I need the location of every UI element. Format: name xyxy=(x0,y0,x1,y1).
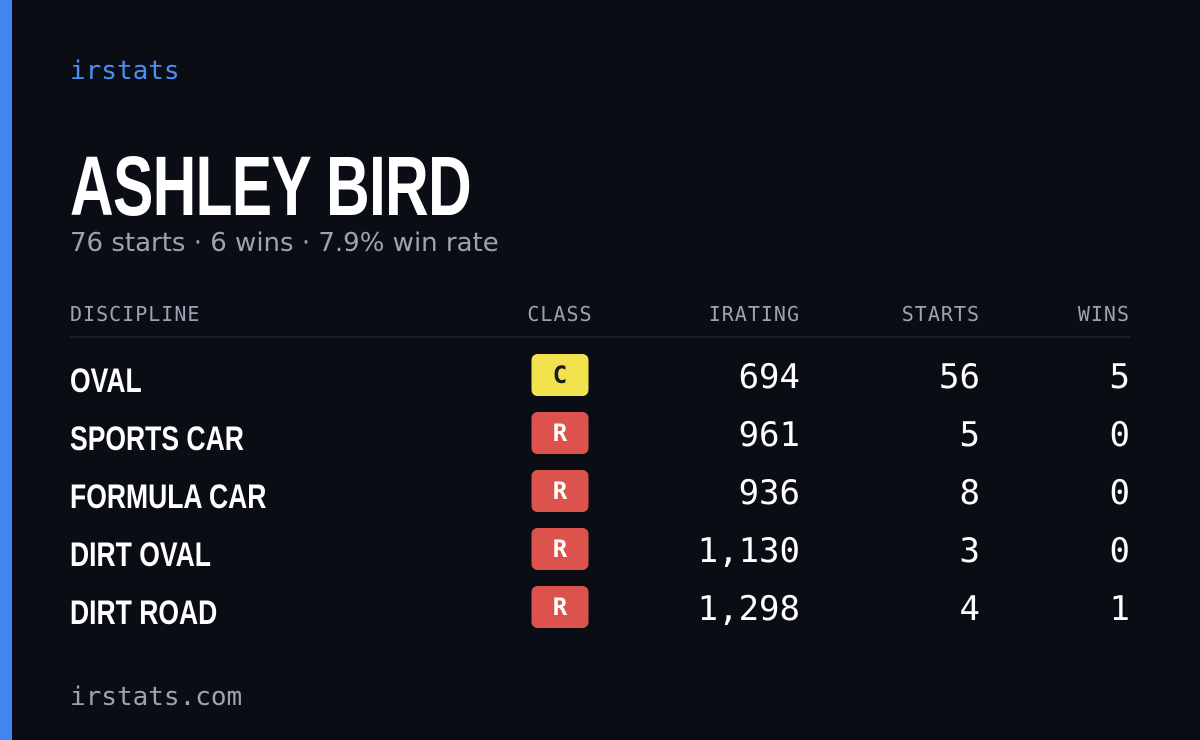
wins: 0 xyxy=(1109,473,1130,513)
starts: 4 xyxy=(959,589,980,629)
wins: 0 xyxy=(1109,531,1130,571)
column-header: CLASS xyxy=(527,302,593,326)
accent-bar xyxy=(0,0,12,740)
brand: irstats xyxy=(70,56,180,86)
starts: 8 xyxy=(959,473,980,513)
wins: 5 xyxy=(1109,357,1130,397)
discipline: OVAL xyxy=(70,362,142,400)
footer: irstats.com xyxy=(70,682,243,712)
irating: 936 xyxy=(738,473,800,513)
header-rule xyxy=(70,336,1130,338)
class-badge: R xyxy=(531,528,589,570)
discipline: DIRT OVAL xyxy=(70,536,211,574)
wins: 1 xyxy=(1109,589,1130,629)
discipline: FORMULA CAR xyxy=(70,478,267,516)
starts: 56 xyxy=(939,357,980,397)
driver-name: ASHLEY BIRD xyxy=(70,139,472,233)
column-header: WINS xyxy=(1077,302,1130,326)
wins: 0 xyxy=(1109,415,1130,455)
irating: 694 xyxy=(738,357,800,397)
starts: 3 xyxy=(959,531,980,571)
class-badge: R xyxy=(531,412,589,454)
starts: 5 xyxy=(959,415,980,455)
irating: 1,130 xyxy=(697,531,800,571)
column-header: DISCIPLINE xyxy=(70,302,201,326)
column-header: STARTS xyxy=(901,302,980,326)
discipline: DIRT ROAD xyxy=(70,594,218,632)
class-badge: R xyxy=(531,470,589,512)
discipline: SPORTS CAR xyxy=(70,420,244,458)
irating: 1,298 xyxy=(697,589,800,629)
class-badge: R xyxy=(531,586,589,628)
class-badge: C xyxy=(531,354,589,396)
subtitle: 76 starts · 6 wins · 7.9% win rate xyxy=(70,228,499,258)
column-header: IRATING xyxy=(708,302,800,326)
irating: 961 xyxy=(738,415,800,455)
